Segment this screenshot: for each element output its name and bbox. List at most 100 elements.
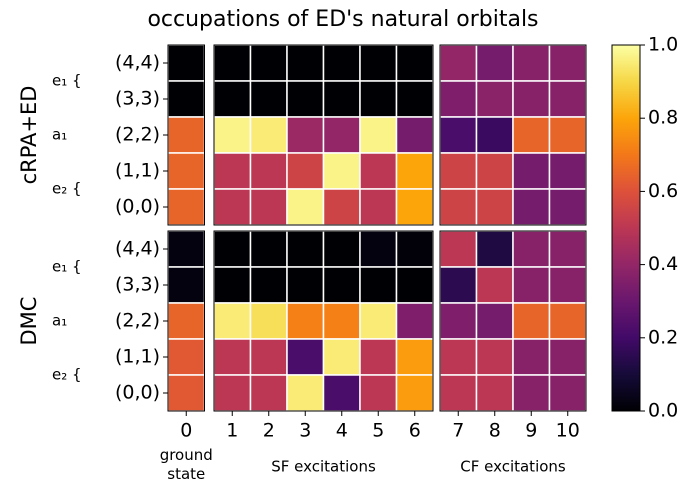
heatmap-cell — [512, 266, 551, 304]
heatmap-cell — [322, 374, 361, 412]
heatmap-cell — [213, 266, 252, 304]
heatmap-cell — [395, 266, 434, 304]
panel-label-line: state — [167, 465, 205, 483]
orbital-label: e₁ { — [52, 258, 82, 276]
heatmap-cell — [395, 188, 434, 226]
orbital-label: e₂ { — [52, 366, 82, 384]
heatmap-cell — [439, 230, 478, 268]
panel-label-line: ground — [160, 446, 213, 464]
heatmap-cell — [213, 302, 252, 340]
heatmap-cell — [249, 266, 288, 304]
heatmap-cell — [512, 374, 551, 412]
heatmap-cell — [475, 230, 514, 268]
heatmap-cell — [359, 188, 398, 226]
y-tick-label: (2,2) — [115, 124, 160, 146]
heatmap-cell — [359, 152, 398, 190]
heatmap-cell — [475, 188, 514, 226]
heatmap-cell — [213, 80, 252, 118]
heatmap-cell — [213, 44, 252, 82]
heatmap-cell — [249, 152, 288, 190]
colorbar-tick-label: 0.2 — [648, 326, 678, 348]
heatmap-cell — [286, 80, 325, 118]
x-tick-label: 4 — [336, 420, 348, 442]
orbital-label: e₂ { — [52, 180, 82, 198]
y-tick-label: (2,2) — [115, 310, 160, 332]
heatmap-cell — [475, 302, 514, 340]
heatmap-cell — [286, 152, 325, 190]
y-tick-label: (4,4) — [115, 238, 160, 260]
heatmap-cell — [322, 152, 361, 190]
heatmap-cell — [249, 80, 288, 118]
heatmap-cell — [167, 266, 206, 304]
heatmap-cell — [548, 302, 587, 340]
heatmap-cell — [249, 44, 288, 82]
panel-frame — [439, 44, 587, 226]
x-tick-label: 2 — [263, 420, 275, 442]
x-tick-label: 3 — [299, 420, 311, 442]
heatmap-cell — [286, 188, 325, 226]
x-tick-label: 1 — [226, 420, 238, 442]
y-tick-label: (3,3) — [115, 274, 160, 296]
heatmap-cell — [395, 116, 434, 154]
heatmap-cell — [322, 230, 361, 268]
heatmap-cell — [167, 188, 206, 226]
heatmap-cell — [213, 338, 252, 376]
heatmap-cell — [249, 188, 288, 226]
block-label: DMC — [17, 297, 41, 346]
colorbar — [611, 44, 641, 412]
heatmap-cell — [359, 266, 398, 304]
heatmap-cell — [548, 230, 587, 268]
heatmap-cell — [359, 374, 398, 412]
heatmap-cell — [548, 338, 587, 376]
orbital-label: a₁ — [52, 126, 67, 144]
chart-title: occupations of ED's natural orbitals — [147, 7, 538, 32]
panel-frame — [213, 230, 434, 412]
heatmap-cell — [395, 80, 434, 118]
heatmap-cell — [475, 44, 514, 82]
heatmap-cell — [167, 80, 206, 118]
heatmap-cell — [548, 80, 587, 118]
x-tick-label: 0 — [180, 420, 192, 442]
heatmap-cell — [167, 116, 206, 154]
heatmap-cell — [286, 302, 325, 340]
orbital-label: e₁ { — [52, 72, 82, 90]
heatmap-cell — [286, 266, 325, 304]
heatmap-cell — [213, 230, 252, 268]
colorbar-tick-label: 0.6 — [648, 180, 678, 202]
heatmap-cell — [439, 80, 478, 118]
heatmap-cell — [167, 152, 206, 190]
x-tick-label: 7 — [452, 420, 464, 442]
heatmap-cell — [359, 338, 398, 376]
x-tick-label: 9 — [525, 420, 537, 442]
heatmap-cell — [395, 338, 434, 376]
colorbar-tick-label: 0.0 — [648, 400, 678, 422]
heatmap-cell — [286, 374, 325, 412]
heatmap-cell — [249, 338, 288, 376]
heatmap-cell — [249, 302, 288, 340]
heatmap-cell — [359, 302, 398, 340]
x-tick-label: 6 — [409, 420, 421, 442]
x-tick-label: 10 — [556, 420, 580, 442]
heatmap-cell — [548, 266, 587, 304]
heatmap-cell — [548, 188, 587, 226]
heatmap-cell — [322, 302, 361, 340]
heatmap-cell — [512, 80, 551, 118]
heatmap-cell — [395, 230, 434, 268]
heatmap-cell — [475, 152, 514, 190]
y-tick-label: (1,1) — [115, 160, 160, 182]
heatmap-cell — [167, 302, 206, 340]
heatmap-cell — [439, 188, 478, 226]
heatmap-cell — [359, 80, 398, 118]
heatmap-cell — [548, 152, 587, 190]
y-tick-label: (0,0) — [115, 382, 160, 404]
heatmap-cell — [286, 230, 325, 268]
colorbar-tick-label: 0.4 — [648, 253, 678, 275]
heatmap-cell — [322, 116, 361, 154]
heatmap-cell — [439, 44, 478, 82]
heatmap-cell — [213, 188, 252, 226]
heatmap-cell — [167, 338, 206, 376]
heatmap-cell — [322, 188, 361, 226]
heatmap-cell — [548, 374, 587, 412]
heatmap-cell — [322, 266, 361, 304]
heatmap-cell — [395, 152, 434, 190]
